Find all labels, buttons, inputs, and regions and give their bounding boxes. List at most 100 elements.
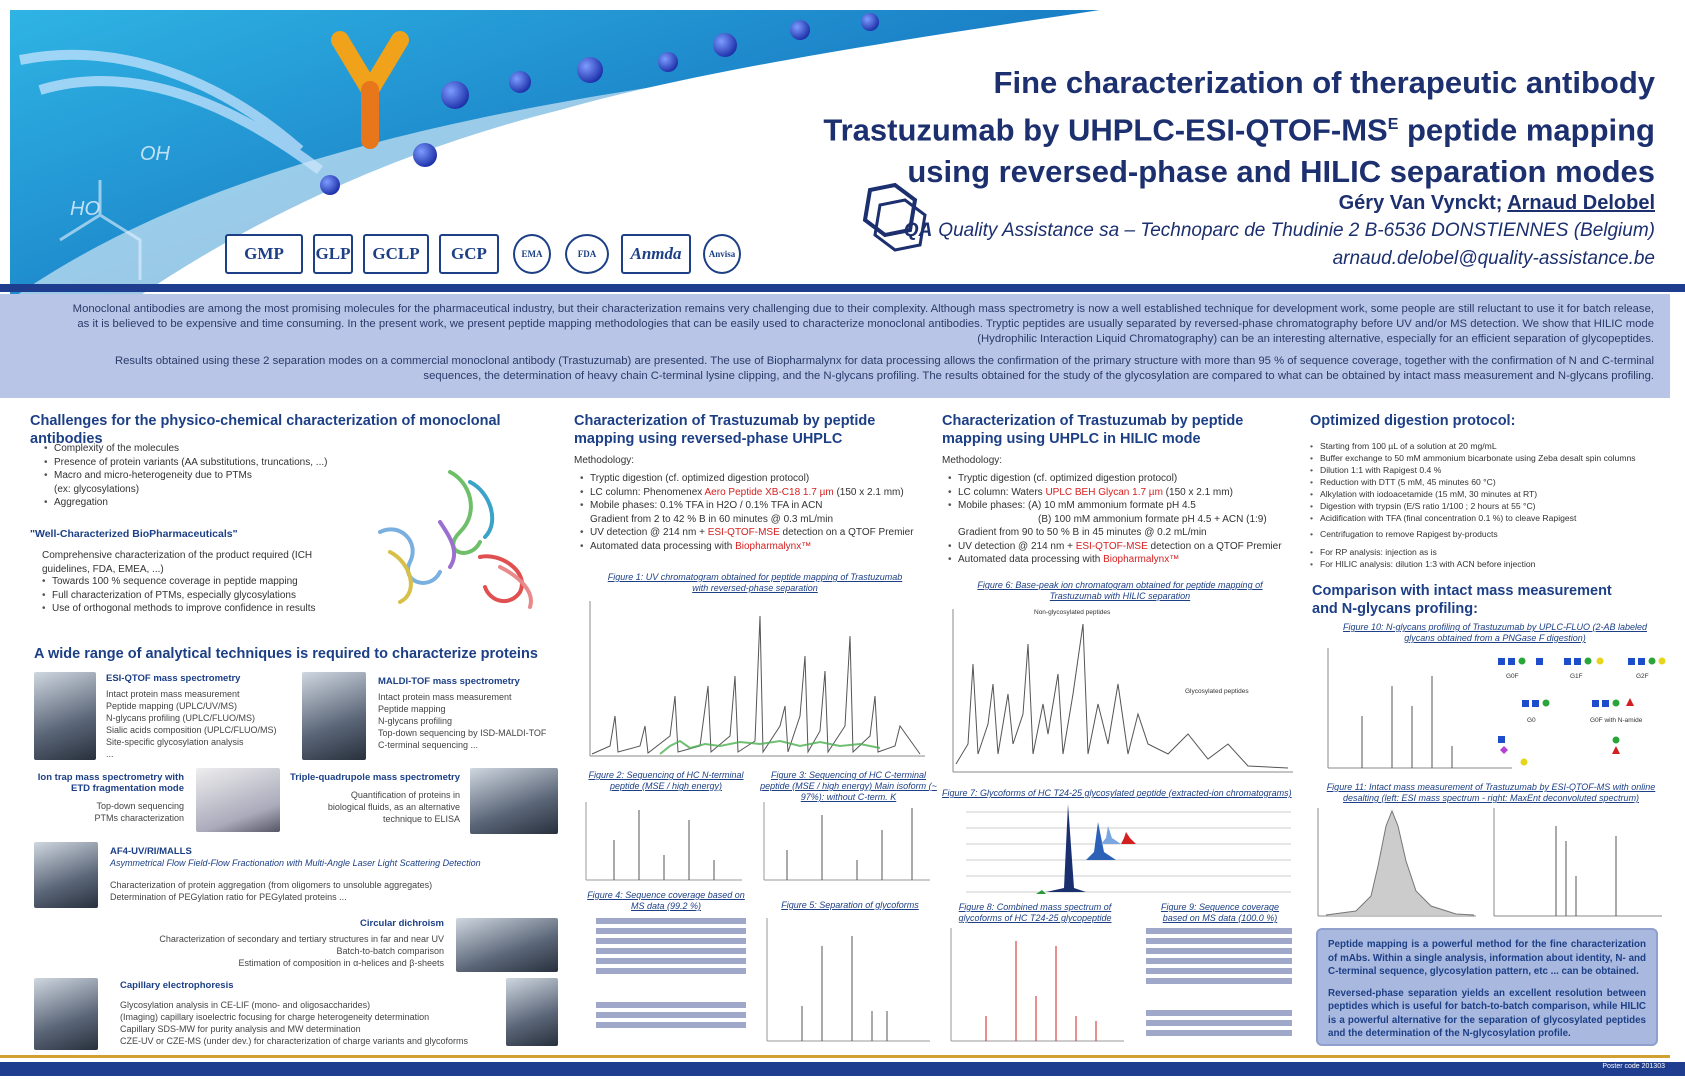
header-divider: [0, 284, 1685, 292]
abstract: Monoclonal antibodies are among the most…: [0, 294, 1670, 398]
figure-2-caption: Figure 2: Sequencing of HC N-terminal pe…: [588, 770, 744, 791]
list-item: Mobile phases: (A) 10 mM ammonium format…: [948, 499, 1308, 513]
cd-heading: Circular dichroism: [360, 918, 444, 929]
list-item: LC column: Phenomenex Aero Peptide XB-C1…: [580, 486, 940, 500]
list-item: Digestion with trypsin (E/S ratio 1/100 …: [1310, 500, 1675, 512]
banner-ho: HO: [70, 198, 100, 220]
footer-bar: [0, 1062, 1685, 1076]
af4-line: Characterization of protein aggregation …: [110, 880, 433, 890]
challenges-list: Complexity of the molecules Presence of …: [44, 442, 374, 510]
figure-5-caption: Figure 5: Separation of glycoforms: [781, 900, 919, 910]
figure-7-eic: [966, 804, 1291, 894]
title-line-2: Trastuzumab by UHPLC-ESI-QTOF-MSE peptid…: [675, 104, 1655, 151]
af4-instrument-photo: [34, 842, 98, 908]
wcb-list: Towards 100 % sequence coverage in pepti…: [42, 575, 372, 616]
iontrap-block: Ion trap mass spectrometry with ETD frag…: [34, 772, 184, 824]
poster-code: Poster code 201303: [1602, 1063, 1665, 1070]
list-item: Centrifugation to remove Rapigest by-pro…: [1310, 528, 1675, 540]
tq-lines: Quantification of proteins in biological…: [288, 789, 460, 825]
maldi-instrument-photo: [302, 672, 366, 760]
glycan-label: G0F with N-amide: [1590, 717, 1643, 724]
figure-10-caption: Figure 10: N-glycans profiling of Trastu…: [1343, 622, 1647, 643]
figure-6-caption: Figure 6: Base-peak ion chromatogram obt…: [977, 580, 1263, 601]
cd-block: Circular dichroism Characterization of s…: [110, 918, 444, 969]
authors: Géry Van Vynckt; Arnaud Delobel: [1339, 192, 1655, 215]
esi-line: Intact protein mass measurement: [106, 689, 240, 699]
glycan-label: G1F: [1570, 673, 1583, 680]
list-item: UV detection @ 214 nm + ESI-QTOF-MSE det…: [580, 526, 940, 540]
af4-subtitle: Asymmetrical Flow Field-Flow Fractionati…: [110, 858, 481, 868]
affiliation-text: Quality Assistance sa – Technoparc de Th…: [938, 220, 1655, 241]
anmda-logo: Anmda: [621, 234, 691, 274]
affiliation: QA Quality Assistance sa – Technoparc de …: [904, 220, 1655, 242]
esi-line: ...: [106, 749, 114, 759]
ce-line: Glycosylation analysis in CE-LIF (mono- …: [120, 1000, 371, 1010]
figure-6-chromatogram: [952, 609, 1293, 773]
wcb-title: "Well-Characterized BioPharmaceuticals": [30, 528, 238, 540]
title-line-2-end: peptide mapping: [1398, 112, 1655, 148]
conclusion-paragraph-2: Reversed-phase separation yields an exce…: [1328, 987, 1646, 1040]
iontrap-line: Top-down sequencing: [96, 801, 184, 811]
comparison-title: Comparison with intact mass measurement …: [1312, 583, 1612, 617]
list-item: Aggregation: [44, 496, 374, 510]
rp-title: Characterization of Trastuzumab by pepti…: [574, 413, 876, 447]
banner-oh: OH: [140, 143, 171, 165]
list-item: Dilution 1:1 with Rapigest 0.4 %: [1310, 464, 1675, 476]
rp-highlight: ESI-QTOF-MSE: [707, 527, 780, 538]
figure-9-sequence-coverage: [1146, 928, 1292, 1036]
af4-block: AF4-UV/RI/MALLS Asymmetrical Flow Field-…: [110, 846, 560, 903]
antibody-structure-image: [378, 470, 533, 609]
glycan-label: G0: [1527, 717, 1536, 724]
ce-lines: Glycosylation analysis in CE-LIF (mono- …: [120, 999, 500, 1047]
tq-line: technique to ELISA: [382, 814, 460, 824]
contact-email[interactable]: arnaud.delobel@quality-assistance.be: [1332, 248, 1655, 269]
list-item: Gradient from 2 to 42 % B in 60 minutes …: [580, 513, 940, 527]
list-item: Buffer exchange to 50 mM ammonium bicarb…: [1310, 452, 1675, 464]
hilic-text: UV detection @ 214 nm +: [958, 540, 1076, 552]
hilic-text: detection on a QTOF Premier: [1147, 540, 1282, 552]
hilic-highlight: Biopharmalynx™: [1103, 554, 1180, 565]
maldi-line: C-terminal sequencing ...: [378, 740, 479, 750]
hilic-highlight: ESI-QTOF-MSE: [1075, 540, 1148, 552]
figure-2-spectrum: [585, 802, 742, 881]
qa-logo-text: QA: [903, 220, 933, 241]
fda-logo: FDA: [565, 234, 609, 274]
list-item: UV detection @ 214 nm + ESI-QTOF-MSE det…: [948, 540, 1308, 554]
hilic-text: Mobile phases: (A) 10 mM ammonium format…: [958, 500, 1196, 511]
list-item: For HILIC analysis: dilution 1:3 with AC…: [1310, 558, 1675, 570]
af4-line: Determination of PEGylation ratio for PE…: [110, 892, 347, 902]
figure-8-caption: Figure 8: Combined mass spectrum of glyc…: [958, 902, 1112, 923]
rp-methodology-label: Methodology:: [574, 455, 635, 466]
esi-instrument-photo: [34, 672, 96, 760]
hilic-text: Tryptic digestion (cf. optimized digesti…: [958, 473, 1178, 484]
iontrap-line: PTMs characterization: [94, 813, 184, 823]
ce-heading: Capillary electrophoresis: [120, 980, 234, 991]
header-banner: OH HO: [10, 10, 1100, 300]
figure-4-sequence-coverage: [596, 918, 746, 1028]
figure-1-chromatogram: [589, 601, 925, 757]
rp-text: (150 x 2.1 mm): [833, 486, 904, 498]
author-2: Arnaud Delobel: [1507, 192, 1655, 214]
maldi-lines: Intact protein mass measurement Peptide …: [378, 691, 563, 751]
tq-line: biological fluids, as an alternative: [327, 802, 460, 812]
list-item: Gradient from 90 to 50 % B in 45 minutes…: [948, 526, 1308, 540]
esi-lines: Intact protein mass measurement Peptide …: [106, 688, 296, 760]
anvisa-logo: Anvisa: [703, 234, 741, 274]
hilic-text: (B) 100 mM ammonium formate pH 4.5 + ACN…: [1038, 513, 1267, 525]
rp-text: Mobile phases: 0.1% TFA in H2O / 0.1% TF…: [590, 500, 823, 511]
cd-lines: Characterization of secondary and tertia…: [110, 933, 444, 969]
cd-instrument-photo: [456, 918, 558, 972]
hilic-text: Gradient from 90 to 50 % B in 45 minutes…: [958, 527, 1207, 538]
footer-accent-line: [0, 1055, 1670, 1058]
title-line-1: Fine characterization of therapeutic ant…: [993, 65, 1655, 100]
iontrap-heading: Ion trap mass spectrometry with ETD frag…: [37, 772, 184, 794]
ce-instrument-photo: [34, 978, 98, 1050]
list-item: Use of orthogonal methods to improve con…: [42, 602, 372, 616]
glycan-structures: [1498, 657, 1666, 766]
list-item: Reduction with DTT (5 mM, 45 minutes 60 …: [1310, 476, 1675, 488]
techniques-title: A wide range of analytical techniques is…: [34, 646, 538, 662]
ce-block: Capillary electrophoresis Glycosylation …: [120, 980, 500, 1047]
abstract-paragraph-1: Monoclonal antibodies are among the most…: [72, 303, 1654, 345]
list-item: Tryptic digestion (cf. optimized digesti…: [580, 472, 940, 486]
rp-text: detection on a QTOF Premier: [779, 527, 914, 538]
